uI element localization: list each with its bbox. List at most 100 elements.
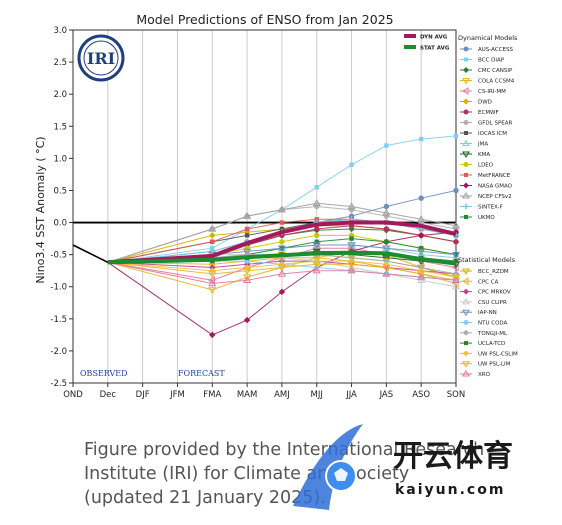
legend-stat-marker-6-shape [463,329,469,336]
y-axis-label: Nino3.4 SST Anomaly ( °C) [34,136,47,283]
point-dyn-14-4 [347,202,356,210]
point-stat-2-1-shape [243,261,251,268]
legend-dyn-marker-6-shape [463,109,469,115]
point-stat-10-3-shape [312,266,321,274]
point-stat-10-1 [243,276,252,284]
observed-label: OBSERVED [80,369,128,378]
legend-stat-marker-0-shape [462,268,470,275]
point-dyn-6-7-shape [453,239,459,245]
point-dyn-14-2 [277,205,286,213]
point-stat-9-5-shape [382,264,391,272]
point-stat-8-3-shape [313,257,320,265]
point-stat-8-6-shape [417,267,425,274]
point-stat-6-5-shape [383,257,390,265]
point-dyn-12-1 [244,226,250,232]
point-stat-4-3-shape [312,242,321,250]
point-dyn-14-3 [312,199,321,206]
observed-line [72,244,109,264]
point-dyn-1-3 [314,185,319,190]
point-dyn-3-0 [208,287,217,295]
legend-dyn-label-7: GFDL SPEAR [478,121,513,127]
point-stat-8-3 [313,257,320,265]
legend-stat-marker-7-shape [464,341,468,346]
point-dyn-0-5 [383,203,390,210]
point-dyn-14-1 [243,211,252,219]
legend-dyn-marker-4 [462,87,469,95]
legend-dyn-label-0: AUS-ACCESS [478,47,513,53]
point-dyn-16-6 [418,246,424,251]
point-dyn-16-7-shape [453,252,459,257]
legend-stat-marker-5-shape [463,320,469,325]
point-dyn-13-2 [278,288,286,296]
point-stat-4-1 [243,248,252,256]
legend-dyn-marker-5 [463,98,469,105]
point-stat-10-7 [451,276,461,284]
legend-dyn-marker-10 [462,151,470,158]
point-stat-2-0 [209,264,216,271]
point-dyn-14-6 [417,215,426,223]
point-stat-9-6 [417,271,426,279]
point-stat-9-7-shape [451,277,461,285]
point-stat-9-2 [277,264,286,272]
point-dyn-11-1 [244,245,250,251]
legend-dyn-marker-10-shape [462,151,470,158]
point-dyn-14-0-shape [208,224,217,232]
point-stat-8-5 [383,261,390,268]
point-dyn-5-0 [209,232,216,239]
legend-stat-marker-8 [463,350,469,357]
legend-stat-marker-1 [462,277,469,286]
legend-dyn-marker-8 [464,131,468,135]
point-stat-6-5 [383,257,390,265]
legend-dyn-marker-2 [463,67,469,73]
legend-dyn-label-13: NASA GMAO [478,184,513,190]
point-dyn-1-6 [418,136,424,142]
point-dyn-1-7-shape [453,133,459,139]
forecast-label: FORECAST [178,369,225,378]
average-line-1 [107,250,457,266]
legend-dyn-marker-3-shape [462,78,470,85]
x-tick-label-9: JAS [379,390,394,400]
legend-dyn-marker-13 [463,182,469,189]
point-dyn-14-3-shape [312,199,321,206]
enso-chart: Model Predictions of ENSO from Jan 2025 … [34,12,518,400]
series-stat-9 [107,261,461,285]
series-line-stat-9 [107,261,457,281]
point-dyn-3-1-shape [243,274,252,282]
point-dyn-0-7-shape [453,187,459,194]
point-stat-6-4-shape [348,254,355,262]
legend-dyn-marker-2-shape [463,67,469,73]
point-dyn-3-1 [243,274,252,282]
point-stat-9-1 [243,267,252,275]
legend-stat-marker-7 [464,341,468,346]
legend-stat-marker-9 [462,361,470,368]
point-dyn-7-4-shape [348,207,355,213]
point-dyn-1-4 [349,162,354,167]
point-stat-9-4 [347,261,356,269]
point-dyn-13-0 [209,331,216,339]
legend-dyn-marker-12 [464,173,468,177]
grid [72,30,457,383]
x-tick-label-7: MJJ [311,390,323,400]
point-dyn-14-6-shape [417,215,426,223]
point-dyn-7-3-shape [314,203,320,210]
point-dyn-8-1-shape [244,233,250,238]
y-tick-label-6: 0.0 [53,219,67,229]
legend-dyn-marker-0-shape [463,46,469,52]
point-stat-9-4-shape [347,261,356,269]
point-dyn-1-6-shape [418,136,424,142]
point-dyn-1-5-shape [384,143,389,148]
observed-series [72,244,109,264]
point-dyn-1-3-shape [314,185,319,190]
point-dyn-12-2 [279,220,285,225]
point-stat-10-5 [382,269,391,277]
point-dyn-12-0 [210,239,215,244]
point-dyn-6-3 [314,226,320,232]
point-dyn-7-4 [348,207,355,213]
legend-dyn-marker-5-shape [463,98,469,105]
point-stat-10-3 [312,266,321,274]
legend-dynamical-title: Dynamical Models [458,34,518,42]
legend: DYN AVG STAT AVG Dynamical Models AUS-ACCES… [404,34,518,378]
point-dyn-16-3-shape [314,239,319,244]
point-stat-4-4-shape [347,242,356,250]
legend-stat-marker-2 [463,288,469,295]
